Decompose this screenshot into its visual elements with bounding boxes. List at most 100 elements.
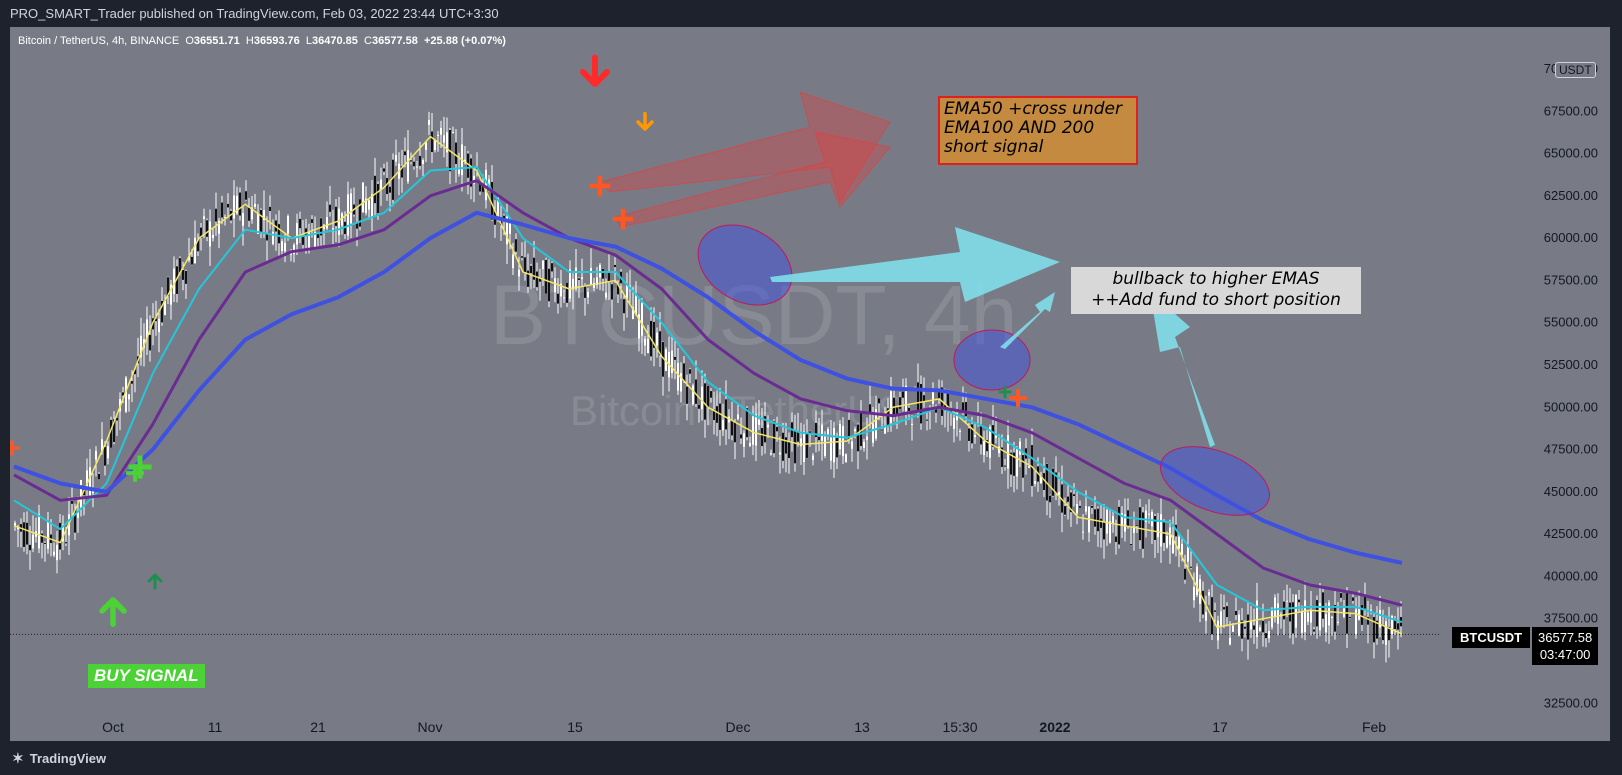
candle-body [1115, 536, 1117, 542]
pullback-note-line-2: ++Add fund to short position [1091, 290, 1341, 310]
candle-body [887, 408, 889, 427]
tradingview-logo-icon[interactable]: ✶ [12, 749, 24, 766]
price-tick-label: 47500.00 [1544, 442, 1598, 457]
candle-body [779, 452, 781, 455]
candle-body [1100, 518, 1102, 528]
candle-body [227, 203, 229, 208]
candle-body [899, 397, 901, 409]
candle-body [1370, 609, 1372, 611]
price-tick-label: 62500.00 [1544, 188, 1598, 203]
candle-body [1325, 614, 1327, 633]
candle-body [1244, 626, 1246, 629]
candle-body [278, 224, 280, 244]
candle-body [101, 439, 103, 452]
candle-body [1247, 614, 1249, 640]
candle-body [122, 392, 124, 396]
candle-body [32, 534, 34, 549]
candle-body [1274, 597, 1276, 617]
candle-body [317, 233, 319, 238]
candle-body [1337, 621, 1339, 623]
highlight-zone [697, 224, 793, 306]
candle-body [368, 200, 370, 210]
candle-body [821, 424, 823, 441]
candle-body [455, 142, 457, 164]
candle-body [215, 208, 217, 222]
candle-body [626, 284, 628, 299]
candle-body [983, 441, 985, 455]
candle-body [1394, 618, 1396, 630]
candle-body [653, 321, 655, 348]
candle-body [968, 428, 970, 441]
price-chart-svg[interactable]: 70000.0067500.0065000.0062500.0060000.00… [10, 27, 1610, 741]
candle-body [164, 301, 166, 315]
candle-body [809, 431, 811, 434]
candle-body [350, 193, 352, 224]
candle-body [80, 480, 82, 510]
highlight-zone [953, 329, 1031, 391]
candle-body [812, 455, 814, 460]
candle-body [1076, 503, 1078, 514]
legend-o-label: O [185, 35, 194, 47]
legend-symbol: Bitcoin / TetherUS, 4h, BINANCE [18, 35, 180, 47]
chart-area[interactable]: BTCUSDT, 4h Bitcoin / TetherUS 70000.006… [10, 27, 1610, 741]
candle-body [1292, 602, 1294, 634]
candle-body [656, 332, 658, 346]
candle-body [1367, 617, 1369, 625]
candle-body [725, 399, 727, 430]
candle-body [128, 394, 130, 400]
candle-body [857, 424, 859, 452]
candle-body [845, 454, 847, 463]
candle-body [1118, 506, 1120, 545]
candle-body [923, 395, 925, 402]
candle-body [674, 356, 676, 360]
candle-body [683, 363, 685, 382]
candle-body [23, 522, 25, 547]
candle-body [548, 268, 550, 302]
time-tick-label: 17 [1212, 719, 1228, 735]
candle-body [623, 299, 625, 314]
candle-body [1163, 521, 1165, 543]
candle-body [170, 284, 172, 305]
candle-body [938, 392, 940, 399]
candle-body [488, 179, 490, 189]
candle-body [578, 278, 580, 280]
candle-body [443, 135, 445, 143]
candle-body [467, 153, 469, 178]
candle-body [740, 434, 742, 439]
candle-body [242, 213, 244, 226]
candle-body [26, 522, 28, 545]
currency-badge[interactable]: USDT [1555, 62, 1596, 78]
candle-body [1232, 625, 1234, 632]
candle-body [1253, 625, 1255, 630]
candle-body [659, 331, 661, 356]
candle-body [392, 159, 394, 200]
candle-body [560, 283, 562, 297]
candle-body [437, 134, 439, 136]
tradingview-brand[interactable]: TradingView [29, 750, 107, 766]
candle-body [833, 428, 835, 463]
candle-body [986, 440, 988, 452]
candle-body [191, 256, 193, 265]
candle-body [1235, 610, 1237, 616]
candle-body [491, 181, 493, 220]
candle-body [371, 194, 373, 217]
candle-body [446, 132, 448, 153]
candle-body [818, 436, 820, 441]
candle-body [1208, 592, 1210, 596]
candle-body [638, 314, 640, 339]
candle-body [875, 409, 877, 439]
candle-body [74, 510, 76, 533]
candle-body [110, 419, 112, 448]
sell-arrow-icon [636, 111, 654, 131]
candle-body [944, 405, 946, 408]
candle-body [41, 533, 43, 543]
time-axis: Oct 11 21 Nov 15 Dec 13 15:30 2022 17 Feb [102, 719, 1386, 735]
candle-body [221, 202, 223, 218]
candle-body [293, 244, 295, 255]
candle-body [707, 385, 709, 408]
candle-body [311, 219, 313, 223]
candle-body [263, 210, 265, 221]
candle-body [458, 169, 460, 174]
candle-body [233, 195, 235, 219]
candle-body [605, 292, 607, 298]
